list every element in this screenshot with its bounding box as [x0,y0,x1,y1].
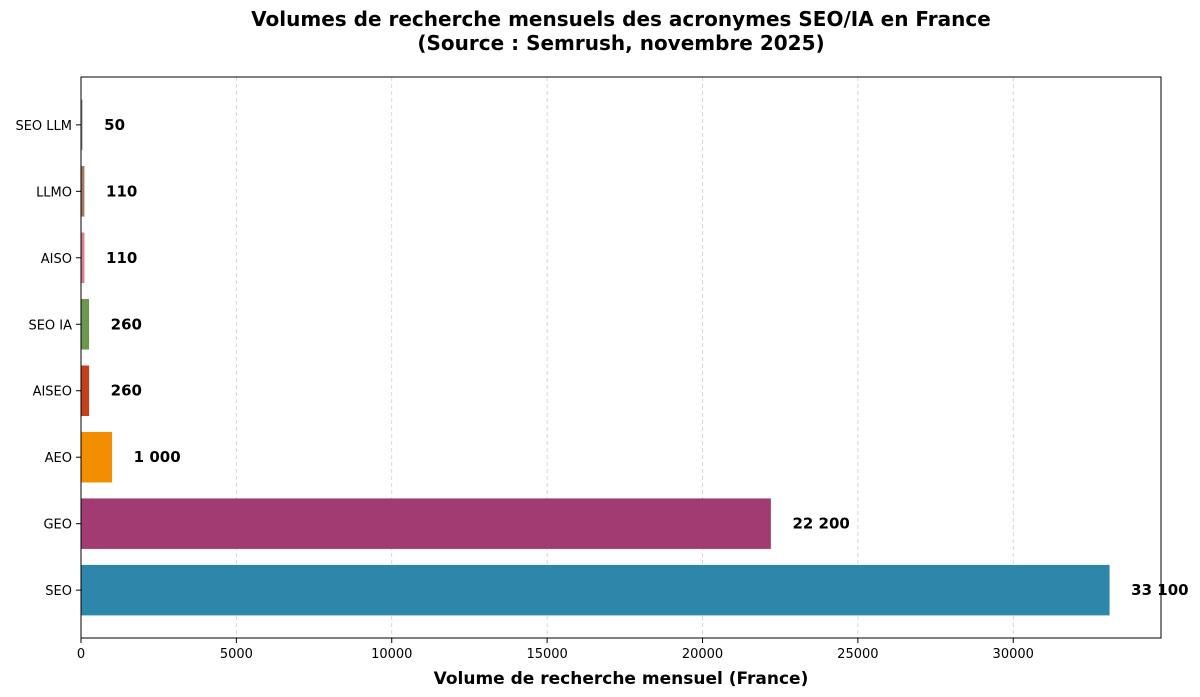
x-axis-label: Volume de recherche mensuel (France) [434,669,809,689]
x-tick-label: 5000 [220,647,253,662]
bar-llmo [81,166,85,217]
bar-aiseo [81,365,90,416]
data-label: 110 [106,249,137,267]
bar-aiso [81,232,85,284]
y-tick-label: GEO [43,518,72,533]
bar-seo-llm [81,99,83,151]
data-label: 50 [104,116,125,134]
bar-seo-ia [81,299,90,350]
y-tick-label: SEO LLM [15,119,72,134]
y-tick-label: LLMO [36,185,72,200]
x-tick-label: 30000 [993,647,1034,662]
plot-frame [80,76,1162,639]
chart-title: Volumes de recherche mensuels des acrony… [251,7,991,31]
bar-aeo [81,431,113,483]
chart-subtitle: (Source : Semrush, novembre 2025) [417,31,824,55]
y-tick-label: AEO [45,451,72,466]
data-label: 110 [106,182,137,200]
x-tick-label: 10000 [371,647,412,662]
bar-seo [81,564,1110,616]
data-label: 260 [111,315,142,333]
y-tick-label: SEO [45,584,72,599]
bar-geo [81,498,771,549]
data-label: 22 200 [792,515,849,533]
x-tick-label: 20000 [682,647,723,662]
x-tick-label: 25000 [837,647,878,662]
y-tick-label: SEO IA [28,318,72,333]
x-tick-label: 15000 [526,647,567,662]
y-tick-label: AISEO [33,385,72,400]
data-label: 260 [111,382,142,400]
data-label: 33 100 [1131,581,1188,599]
y-tick-label: AISO [41,252,72,267]
data-label: 1 000 [134,448,181,466]
x-tick-label: 0 [77,647,85,662]
